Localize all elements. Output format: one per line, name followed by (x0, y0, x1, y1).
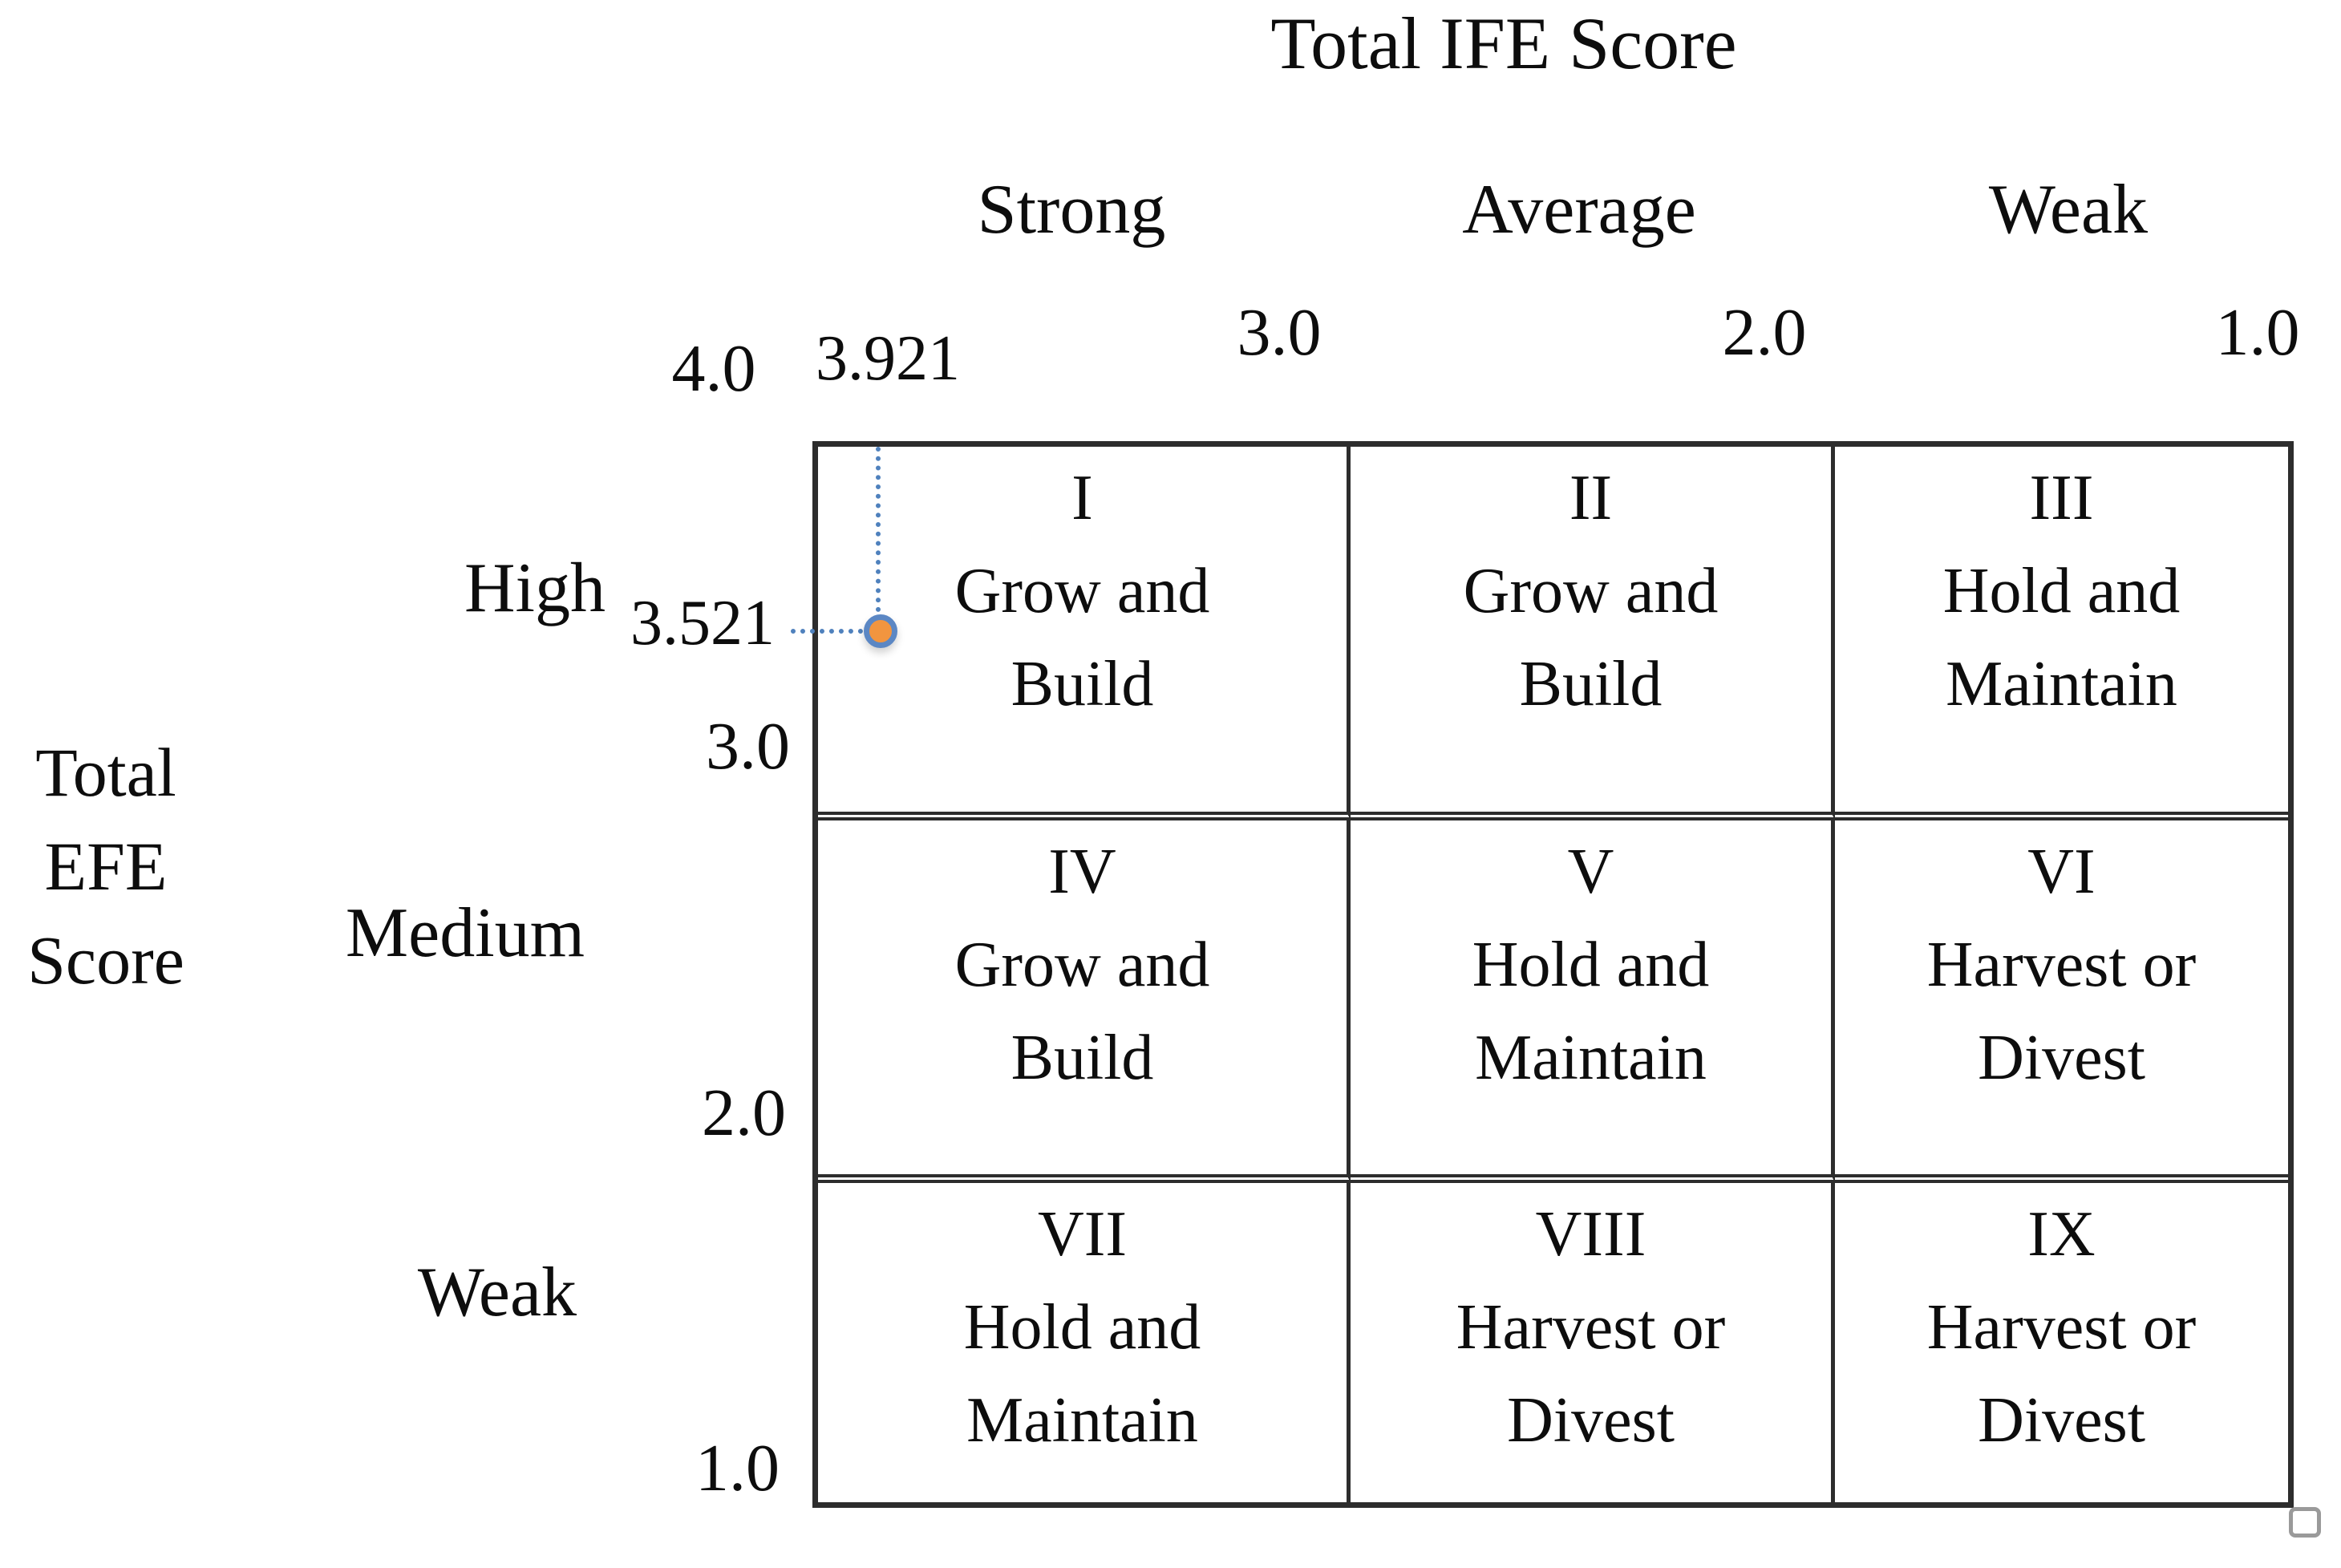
x-tick-3-0: 3.0 (1237, 295, 1322, 370)
matrix-cell-iv: IV Grow and Build (818, 820, 1351, 1183)
cell-strategy-line: Harvest or (1926, 1292, 2197, 1363)
row-label-high: High (464, 549, 606, 627)
y-tick-2-0: 2.0 (702, 1076, 786, 1150)
cell-strategy-line: Grow and (1463, 556, 1719, 626)
cell-numeral: II (1569, 463, 1613, 533)
cell-strategy-line: Build (1011, 649, 1154, 719)
cell-strategy-line: Maintain (966, 1385, 1198, 1456)
point-y-value-label: 3.521 (630, 588, 775, 658)
matrix-cell-ii: II Grow and Build (1351, 447, 1835, 820)
row-label-weak: Weak (417, 1254, 577, 1331)
cell-numeral: IV (1048, 837, 1116, 907)
cell-numeral: VI (2027, 837, 2096, 907)
resize-handle[interactable] (2289, 1507, 2321, 1538)
column-header-average: Average (1462, 171, 1696, 249)
cell-strategy-line: Build (1011, 1023, 1154, 1093)
point-guide-vertical-dotted-line (876, 447, 881, 612)
row-label-medium: Medium (345, 894, 585, 972)
point-x-value-label: 3.921 (816, 323, 960, 394)
cell-strategy-line: Build (1519, 649, 1663, 719)
data-point-marker (864, 614, 897, 648)
cell-strategy-line: Divest (1507, 1385, 1675, 1456)
cell-numeral: IX (2027, 1199, 2096, 1270)
matrix-cell-v: V Hold and Maintain (1351, 820, 1835, 1183)
cell-strategy-line: Harvest or (1456, 1292, 1726, 1363)
cell-strategy-line: Grow and (954, 930, 1210, 1000)
point-guide-horizontal-dotted-line (791, 629, 863, 634)
cell-strategy-line: Maintain (1475, 1023, 1707, 1093)
y-tick-3-0: 3.0 (706, 709, 790, 784)
y-axis-title: Total EFE Score (10, 726, 202, 1007)
cell-strategy-line: Divest (1978, 1385, 2145, 1456)
x-tick-2-0: 2.0 (1722, 295, 1807, 370)
y-axis-title-line3: Score (27, 922, 184, 999)
cell-strategy-line: Maintain (1946, 649, 2177, 719)
y-axis-title-line2: EFE (44, 828, 168, 905)
cell-numeral: VII (1037, 1199, 1128, 1270)
y-axis-title-line1: Total (35, 734, 176, 811)
cell-strategy-line: Hold and (1472, 930, 1710, 1000)
y-tick-1-0: 1.0 (695, 1431, 780, 1505)
matrix-cell-viii: VIII Harvest or Divest (1351, 1183, 1835, 1502)
x-axis-title: Total IFE Score (1270, 2, 1737, 84)
column-header-strong: Strong (977, 171, 1166, 249)
cell-numeral: I (1071, 463, 1093, 533)
matrix-cell-vi: VI Harvest or Divest (1835, 820, 2288, 1183)
cell-numeral: III (2029, 463, 2094, 533)
matrix-grid: I Grow and Build II Grow and Build III H… (812, 441, 2294, 1508)
cell-numeral: V (1567, 837, 1614, 907)
cell-strategy-line: Divest (1978, 1023, 2145, 1093)
cell-strategy-line: Harvest or (1926, 930, 2197, 1000)
matrix-cell-ix: IX Harvest or Divest (1835, 1183, 2288, 1502)
cell-strategy-line: Grow and (954, 556, 1210, 626)
column-header-weak: Weak (1988, 171, 2149, 249)
matrix-cell-vii: VII Hold and Maintain (818, 1183, 1351, 1502)
x-tick-4-0: 4.0 (671, 331, 756, 406)
matrix-cell-iii: III Hold and Maintain (1835, 447, 2288, 820)
cell-strategy-line: Hold and (1942, 556, 2181, 626)
matrix-cell-i: I Grow and Build (818, 447, 1351, 820)
x-tick-1-0: 1.0 (2215, 295, 2300, 370)
cell-strategy-line: Hold and (963, 1292, 1201, 1363)
cell-numeral: VIII (1535, 1199, 1646, 1270)
